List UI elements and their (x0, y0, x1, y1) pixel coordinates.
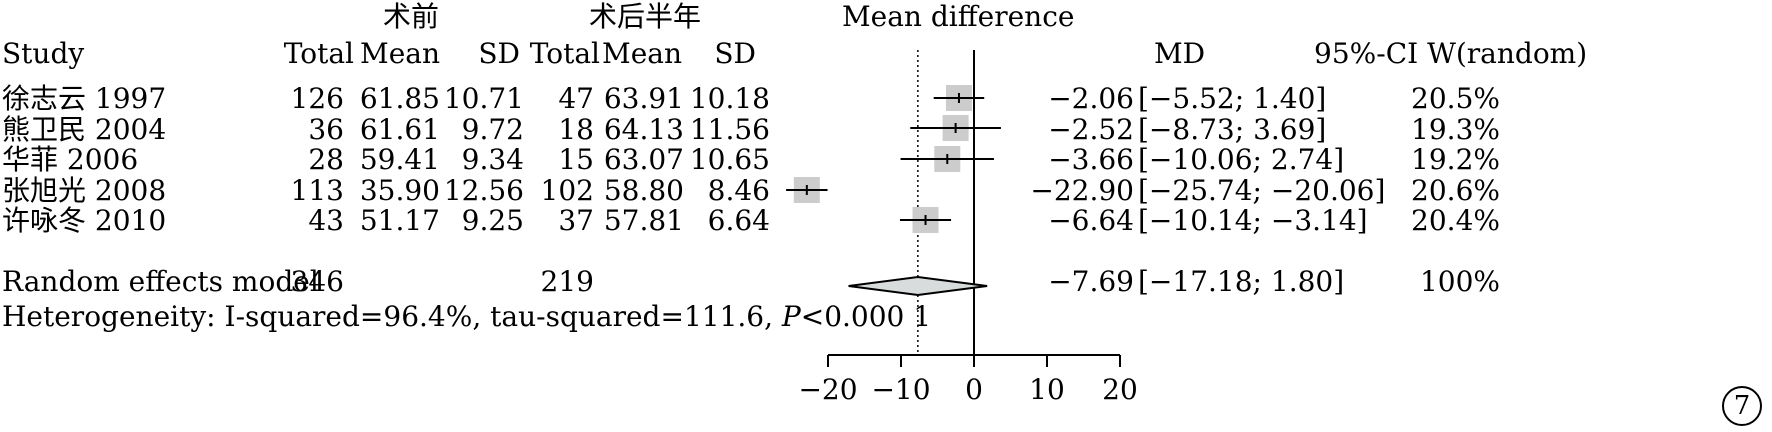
md-cell: −2.06 (1048, 82, 1134, 115)
total1-cell: 28 (308, 143, 344, 176)
column-header-mean2: Mean (602, 37, 682, 70)
weight-cell: 20.5% (1411, 82, 1500, 115)
study-name: 张旭光 2008 (2, 174, 167, 207)
group2-header: 术后半年 (588, 0, 701, 33)
total2-cell: 47 (558, 82, 594, 115)
figure-number-badge: 7 (1722, 386, 1762, 426)
heterogeneity-text: Heterogeneity: I-squared=96.4%, tau-squa… (2, 302, 931, 332)
column-header-total2: Total (529, 37, 600, 70)
summary-label: Random effects model (2, 265, 319, 298)
md-cell: −6.64 (1048, 204, 1134, 237)
sd2-cell: 10.18 (689, 82, 770, 115)
total1-cell: 36 (308, 113, 344, 146)
weight-cell: 19.2% (1411, 143, 1500, 176)
weight-cell: 20.4% (1411, 204, 1500, 237)
study-name: 华菲 2006 (2, 143, 139, 176)
weight-cell: 19.3% (1411, 113, 1500, 146)
sd2-cell: 6.64 (707, 204, 770, 237)
total1-cell: 126 (290, 82, 344, 115)
ci-cell: [−8.73; 3.69] (1138, 113, 1327, 146)
ci-cell: [−10.14; −3.14] (1138, 204, 1368, 237)
ci-cell: [−10.06; 2.74] (1138, 143, 1345, 176)
total2-cell: 18 (558, 113, 594, 146)
column-header-md: MD (1154, 37, 1206, 70)
sd1-cell: 9.34 (461, 143, 524, 176)
study-name: 徐志云 1997 (2, 82, 167, 115)
column-header-sd1: SD (478, 37, 520, 70)
sd2-cell: 11.56 (689, 113, 770, 146)
sd1-cell: 9.25 (461, 204, 524, 237)
group1-header: 术前 (382, 0, 439, 33)
column-header-total1: Total (283, 37, 354, 70)
column-header-study: Study (2, 37, 85, 70)
x-axis-tick-label: 0 (965, 373, 983, 406)
summary-ci: [−17.18; 1.80] (1138, 265, 1345, 298)
sd1-cell: 9.72 (461, 113, 524, 146)
sd1-cell: 12.56 (443, 174, 524, 207)
mean2-cell: 63.07 (603, 143, 684, 176)
study-name: 熊卫民 2004 (2, 113, 167, 146)
summary-total1: 346 (290, 265, 344, 298)
heterogeneity-prefix: Heterogeneity: I-squared=96.4%, tau-squa… (2, 300, 782, 333)
total2-cell: 15 (558, 143, 594, 176)
ci-cell: [−25.74; −20.06] (1138, 174, 1386, 207)
summary-weight: 100% (1419, 265, 1500, 298)
md-cell: −2.52 (1048, 113, 1134, 146)
x-axis-tick-label: 20 (1102, 373, 1138, 406)
x-axis-tick-label: −10 (871, 373, 930, 406)
mean1-cell: 59.41 (359, 143, 440, 176)
md-cell: −3.66 (1048, 143, 1134, 176)
p-symbol: P (781, 300, 801, 333)
mean2-cell: 64.13 (603, 113, 684, 146)
mean1-cell: 35.90 (359, 174, 440, 207)
md-cell: −22.90 (1030, 174, 1134, 207)
mean2-cell: 57.81 (603, 204, 684, 237)
column-header-sd2: SD (714, 37, 756, 70)
summary-total2: 219 (540, 265, 594, 298)
pooled-diamond (848, 275, 988, 297)
column-header-mean1: Mean (360, 37, 440, 70)
plot-title: Mean difference (842, 0, 1075, 33)
mean1-cell: 61.85 (359, 82, 440, 115)
total2-cell: 102 (540, 174, 594, 207)
sd2-cell: 10.65 (689, 143, 770, 176)
mean2-cell: 63.91 (603, 82, 684, 115)
total2-cell: 37 (558, 204, 594, 237)
ci-cell: [−5.52; 1.40] (1138, 82, 1327, 115)
total1-cell: 43 (308, 204, 344, 237)
x-axis-tick-label: 10 (1029, 373, 1065, 406)
mean1-cell: 51.17 (359, 204, 440, 237)
study-name: 许咏冬 2010 (2, 204, 167, 237)
mean2-cell: 58.80 (603, 174, 684, 207)
total1-cell: 113 (290, 174, 344, 207)
column-header-ci-weight: 95%-CI W(random) (1314, 37, 1588, 70)
sd2-cell: 8.46 (707, 174, 770, 207)
weight-cell: 20.6% (1411, 174, 1500, 207)
summary-md: −7.69 (1048, 265, 1134, 298)
x-axis-tick-label: −20 (798, 373, 857, 406)
heterogeneity-suffix: <0.000 1 (800, 300, 932, 333)
sd1-cell: 10.71 (443, 82, 524, 115)
mean1-cell: 61.61 (359, 113, 440, 146)
